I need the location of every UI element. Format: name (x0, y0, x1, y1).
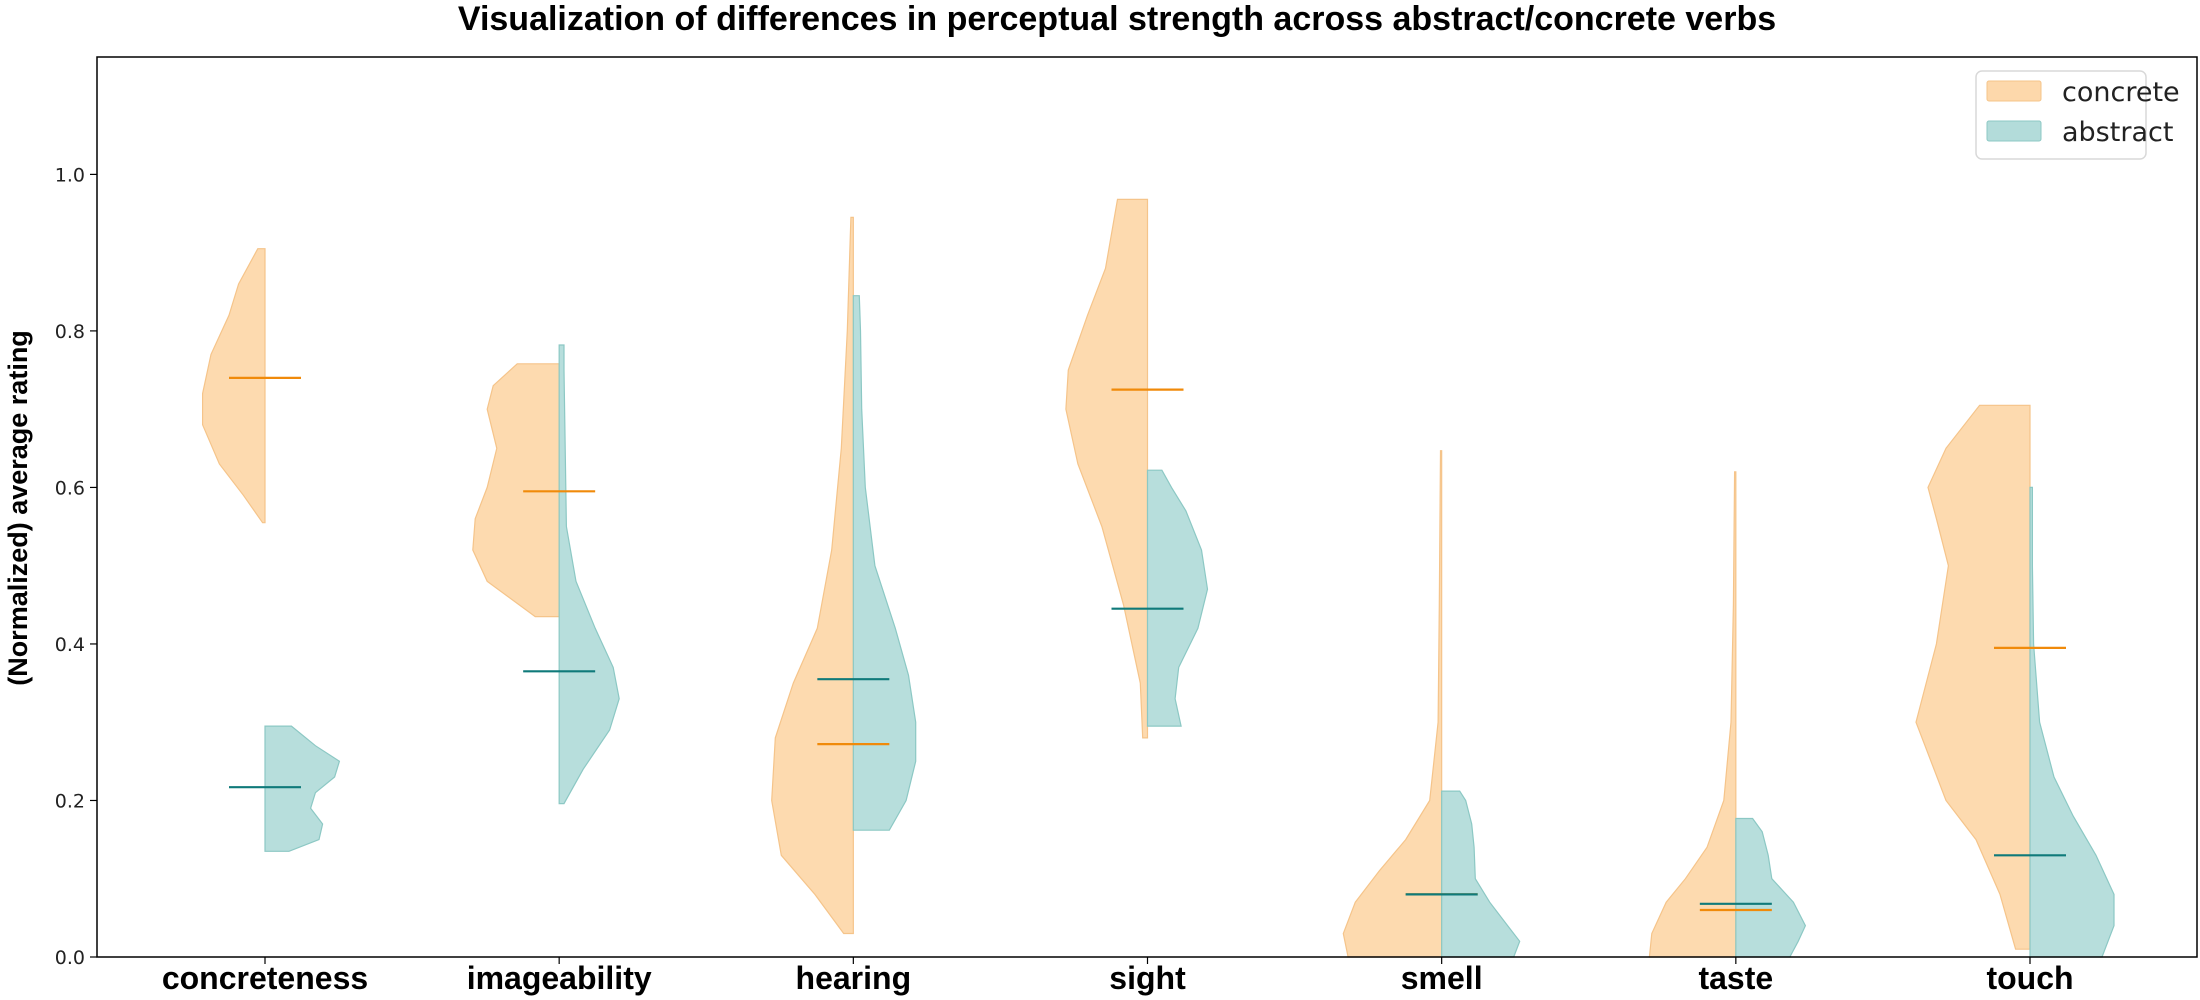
legend-label-concrete: concrete (2062, 77, 2180, 108)
x-tick-label-taste: taste (1698, 960, 1773, 996)
x-tick-label-smell: smell (1401, 960, 1483, 996)
violin-abstract-taste (1735, 817, 1807, 958)
x-axis: concreteness imageability hearing sight smel… (162, 957, 2074, 996)
median-lines-group (229, 376, 2066, 912)
x-tick-label-concreteness: concreteness (162, 960, 368, 996)
violin-concrete-touch (1915, 404, 2031, 950)
violin-concrete-imageability (472, 363, 560, 618)
chart-title: Visualization of differences in perceptu… (458, 0, 1776, 38)
y-axis-label: (Normalized) average rating (3, 330, 33, 686)
x-tick-label-sight: sight (1109, 960, 1186, 996)
legend-swatch-abstract (1986, 120, 2042, 142)
violin-abstract-touch (2029, 486, 2115, 958)
violin-group (202, 198, 2115, 958)
x-tick-label-touch: touch (1986, 960, 2073, 996)
violin-abstract-imageability (558, 344, 620, 805)
x-tick-label-hearing: hearing (796, 960, 912, 996)
legend: concrete abstract (1975, 70, 2180, 160)
y-axis: 0.0 0.2 0.4 0.6 0.8 1.0 (55, 164, 97, 969)
y-tick-label: 1.0 (55, 164, 85, 186)
violin-concrete-taste (1648, 471, 1737, 958)
x-tick-label-imageability: imageability (467, 960, 652, 996)
y-tick-label: 0.8 (55, 321, 85, 343)
y-tick-label: 0.0 (55, 947, 85, 969)
legend-label-abstract: abstract (2062, 117, 2173, 148)
violin-abstract-concreteness (264, 725, 341, 852)
violin-concrete-hearing (771, 216, 854, 935)
violin-concrete-smell (1342, 450, 1443, 958)
y-tick-label: 0.4 (55, 634, 85, 656)
violin-abstract-hearing (852, 295, 917, 831)
y-tick-label: 0.2 (55, 790, 85, 812)
y-tick-label: 0.6 (55, 477, 85, 499)
violin-abstract-smell (1441, 790, 1521, 958)
legend-swatch-concrete (1986, 80, 2042, 102)
violin-concrete-concreteness (202, 248, 266, 524)
violin-abstract-sight (1146, 469, 1209, 727)
violin-concrete-sight (1065, 198, 1149, 739)
